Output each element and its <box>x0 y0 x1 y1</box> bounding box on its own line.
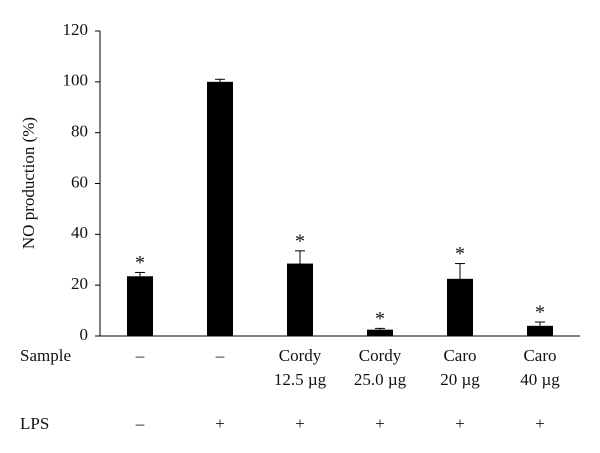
y-tick-label: 100 <box>63 71 89 90</box>
x-tick-label: 25.0 µg <box>354 370 407 389</box>
significance: * <box>135 252 145 274</box>
row-label: Sample <box>20 346 71 365</box>
lps-label: – <box>135 414 145 433</box>
lps-label: + <box>375 414 385 433</box>
bar <box>127 276 153 336</box>
bar <box>207 81 233 336</box>
significance: * <box>375 308 385 330</box>
x-tick-label: Caro <box>523 346 556 365</box>
significance: * <box>295 230 305 252</box>
bar <box>527 325 553 336</box>
y-tick-label: 40 <box>71 223 88 242</box>
x-tick-label: Caro <box>443 346 476 365</box>
significance: * <box>535 302 545 324</box>
lps-label: + <box>455 414 465 433</box>
lps-label: + <box>215 414 225 433</box>
x-tick-label: – <box>135 346 145 365</box>
x-tick-label: Cordy <box>359 346 402 365</box>
bar <box>287 263 313 336</box>
y-tick-label: 20 <box>71 274 88 293</box>
significance: * <box>455 243 465 265</box>
x-tick-label: Cordy <box>279 346 322 365</box>
bar <box>367 329 393 336</box>
bar <box>447 278 473 336</box>
y-tick-label: 60 <box>71 172 88 191</box>
y-axis-label: NO production (%) <box>19 117 38 249</box>
lps-label: + <box>535 414 545 433</box>
x-tick-label: – <box>215 346 225 365</box>
x-tick-label: 20 µg <box>440 370 480 389</box>
x-tick-label: 12.5 µg <box>274 370 327 389</box>
lps-label: + <box>295 414 305 433</box>
y-tick-label: 120 <box>63 20 89 39</box>
row-label: LPS <box>20 414 49 433</box>
y-tick-label: 0 <box>80 325 89 344</box>
x-tick-label: 40 µg <box>520 370 560 389</box>
y-tick-label: 80 <box>71 122 88 141</box>
